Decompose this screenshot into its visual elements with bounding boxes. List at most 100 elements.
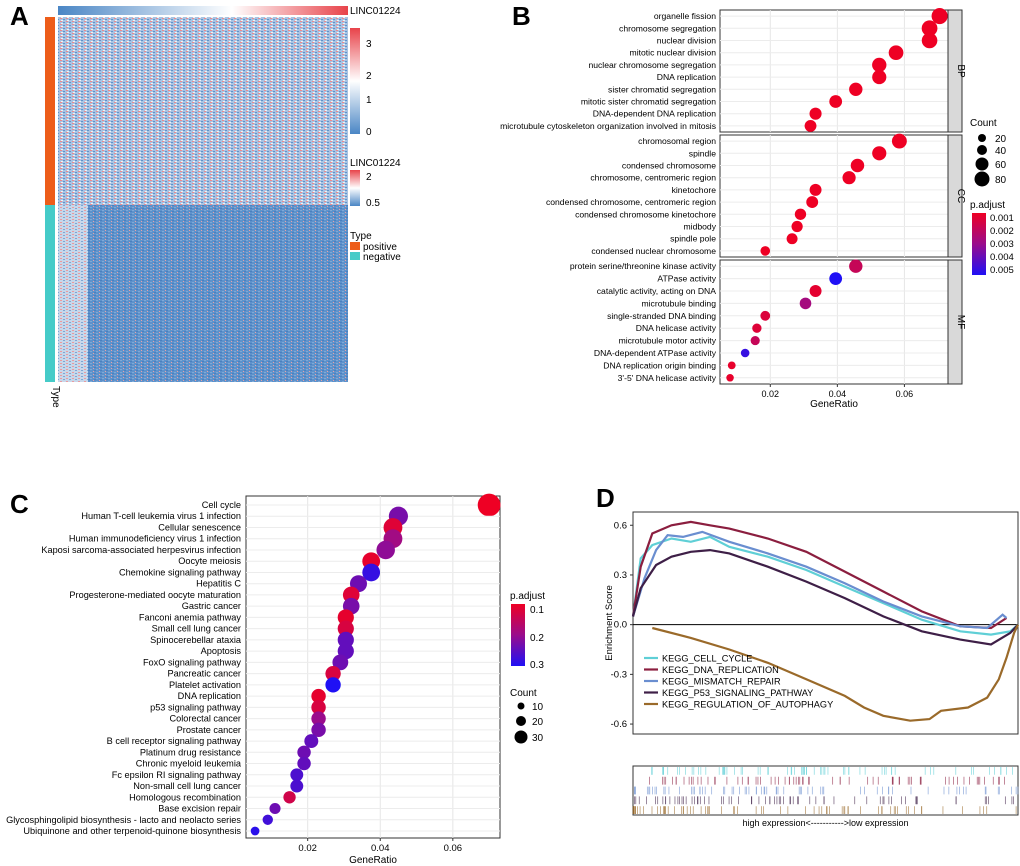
b-point-nuclear-division bbox=[921, 32, 938, 49]
c-point-colorectal-cancer bbox=[311, 711, 326, 726]
b-facet-strip-cc bbox=[947, 134, 963, 258]
b-count-legend-dot-60 bbox=[975, 157, 989, 171]
b-term-label: microtubule motor activity bbox=[619, 336, 717, 346]
b-x-axis-title: GeneRatio bbox=[810, 399, 858, 410]
b-padj-tick-4: 0.004 bbox=[990, 252, 1014, 263]
c-x-axis-title: GeneRatio bbox=[349, 855, 397, 866]
b-term-label: ATPase activity bbox=[657, 274, 716, 284]
c-term-label: Cellular senescence bbox=[158, 522, 241, 532]
b-padj-tick-3: 0.003 bbox=[990, 239, 1014, 250]
expression-scale-bar bbox=[350, 28, 360, 134]
b-term-label: DNA-dependent DNA replication bbox=[593, 109, 716, 119]
c-term-label: Platinum drug resistance bbox=[140, 747, 241, 757]
b-term-label: protein serine/threonine kinase activity bbox=[570, 261, 717, 271]
b-count-legend-dot-80 bbox=[974, 171, 990, 187]
c-term-label: Glycosphingolipid biosynthesis - lacto a… bbox=[6, 815, 241, 825]
c-point-chronic-myeloid-leukemia bbox=[297, 756, 311, 771]
c-term-label: p53 signaling pathway bbox=[150, 702, 241, 712]
c-point-ubiquinone-and-other-terpenoid-quinone-biosynthesis bbox=[250, 826, 260, 836]
d-line-kegg-regulation-of-autophagy bbox=[652, 624, 1019, 722]
b-count-legend-dot-40 bbox=[977, 145, 987, 155]
c-padj-tick-2: 0.2 bbox=[530, 633, 544, 644]
heatmap-negative-block bbox=[88, 205, 348, 382]
b-term-label: DNA replication bbox=[657, 72, 716, 82]
type-legend-title: Type bbox=[350, 231, 372, 242]
b-term-label: mitotic nuclear division bbox=[630, 48, 717, 58]
b-count-legend-dot-20 bbox=[978, 134, 986, 142]
linc01224-annotation-title: LINC01224 bbox=[350, 6, 401, 17]
go-dotplot-panel: organelle fission chromosome segregation n… bbox=[500, 8, 966, 410]
c-point-homologous-recombination bbox=[283, 791, 296, 804]
c-count-legend-dot-10 bbox=[517, 702, 525, 710]
linc01224-legend-title: LINC01224 bbox=[350, 158, 401, 169]
c-point-p53-signaling-pathway bbox=[311, 700, 326, 715]
b-term-label: condensed chromosome bbox=[622, 161, 716, 171]
c-term-label: Chronic myeloid leukemia bbox=[136, 759, 242, 769]
c-term-label: B cell receptor signaling pathway bbox=[107, 736, 242, 746]
b-term-label: single-stranded DNA binding bbox=[607, 311, 716, 321]
b-point-protein-serine-threonine-kinase-activity bbox=[849, 259, 863, 273]
b-term-label: chromosomal region bbox=[638, 136, 716, 146]
type-bar-positive bbox=[45, 17, 55, 205]
c-count-legend-dot-30 bbox=[514, 730, 528, 744]
b-x-tick-label: 0.06 bbox=[896, 389, 914, 399]
b-term-label: spindle pole bbox=[670, 234, 716, 244]
c-term-label: Platelet activation bbox=[169, 680, 241, 690]
kegg-legends: p.adjust 0.1 0.2 0.3 Count 10 20 30 bbox=[510, 591, 545, 744]
d-legend-label-kegg-p53-signaling-pathway: KEGG_P53_SIGNALING_PATHWAY bbox=[662, 688, 813, 698]
c-point-kaposi-sarcoma-associated-herpesvirus-infection bbox=[376, 540, 395, 560]
b-point-single-stranded-dna-binding bbox=[760, 310, 771, 321]
c-count-legend-20: 20 bbox=[532, 717, 544, 728]
b-count-legend-title: Count bbox=[970, 118, 997, 129]
c-point-cell-cycle bbox=[477, 493, 501, 517]
linc01224-legend-low: 0.5 bbox=[366, 198, 380, 209]
b-term-label: DNA replication origin binding bbox=[603, 360, 716, 370]
b-point-microtubule-cytoskeleton-organization-involved-in-mitosis bbox=[804, 119, 817, 132]
b-point-chromosome-segregation bbox=[921, 20, 938, 37]
linc01224-legend-high: 2 bbox=[366, 172, 372, 183]
b-term-label: condensed chromosome, centromeric region bbox=[546, 197, 716, 207]
d-y-axis-title: Enrichment Score bbox=[604, 585, 615, 661]
type-axis-label: Type bbox=[50, 386, 61, 408]
d-legend-label-kegg-dna-replication: KEGG_DNA_REPLICATION bbox=[662, 665, 779, 675]
c-term-label: Gastric cancer bbox=[182, 601, 241, 611]
b-term-label: nuclear chromosome segregation bbox=[588, 60, 716, 70]
b-term-label: condensed nuclear chromosome bbox=[591, 246, 716, 256]
c-point-fc-epsilon-ri-signaling-pathway bbox=[290, 768, 304, 782]
b-facet-label-mf: MF bbox=[955, 315, 966, 329]
type-legend-positive: positive bbox=[363, 242, 397, 253]
d-y-tick-label: 0.6 bbox=[614, 520, 627, 531]
c-term-label: Small cell lung cancer bbox=[152, 624, 241, 634]
c-term-label: Prostate cancer bbox=[177, 725, 241, 735]
d-line-kegg-mismatch-repair bbox=[631, 530, 1008, 630]
c-term-label: Cell cycle bbox=[202, 500, 241, 510]
b-point-kinetochore bbox=[809, 183, 822, 196]
c-point-fanconi-anemia-pathway bbox=[337, 609, 354, 626]
b-padj-legend-title: p.adjust bbox=[970, 200, 1005, 211]
b-point-midbody bbox=[791, 220, 803, 233]
b-count-legend-60: 60 bbox=[995, 160, 1007, 171]
c-term-label: Kaposi sarcoma-associated herpesvirus in… bbox=[41, 545, 241, 555]
c-point-platelet-activation bbox=[325, 677, 341, 693]
c-padj-tick-3: 0.3 bbox=[530, 660, 544, 671]
b-point-microtubule-binding bbox=[799, 297, 812, 310]
b-point-sister-chromatid-segregation bbox=[849, 82, 863, 96]
b-term-label: organelle fission bbox=[654, 11, 716, 21]
b-term-label: DNA helicase activity bbox=[636, 323, 717, 333]
d-y-tick-label: 0.0 bbox=[614, 620, 627, 631]
c-count-legend-10: 10 bbox=[532, 702, 544, 713]
c-term-label: Progesterone-mediated oocyte maturation bbox=[69, 590, 241, 600]
c-term-label: Oocyte meiosis bbox=[178, 556, 241, 566]
type-legend-positive-swatch bbox=[350, 242, 360, 250]
b-term-label: sister chromatid segregation bbox=[608, 84, 716, 94]
b-padj-colorbar bbox=[972, 213, 986, 275]
c-term-label: Pancreatic cancer bbox=[167, 669, 241, 679]
d-legend-label-kegg-cell-cycle: KEGG_CELL_CYCLE bbox=[662, 654, 752, 664]
c-point-base-excision-repair bbox=[269, 802, 281, 815]
b-term-label: microtubule binding bbox=[641, 298, 716, 308]
c-term-label: Base excision repair bbox=[158, 804, 241, 814]
b-facet-label-cc: CC bbox=[955, 189, 966, 203]
b-term-label: microtubule cytoskeleton organization in… bbox=[500, 121, 716, 131]
c-x-tick-label: 0.06 bbox=[444, 843, 463, 854]
